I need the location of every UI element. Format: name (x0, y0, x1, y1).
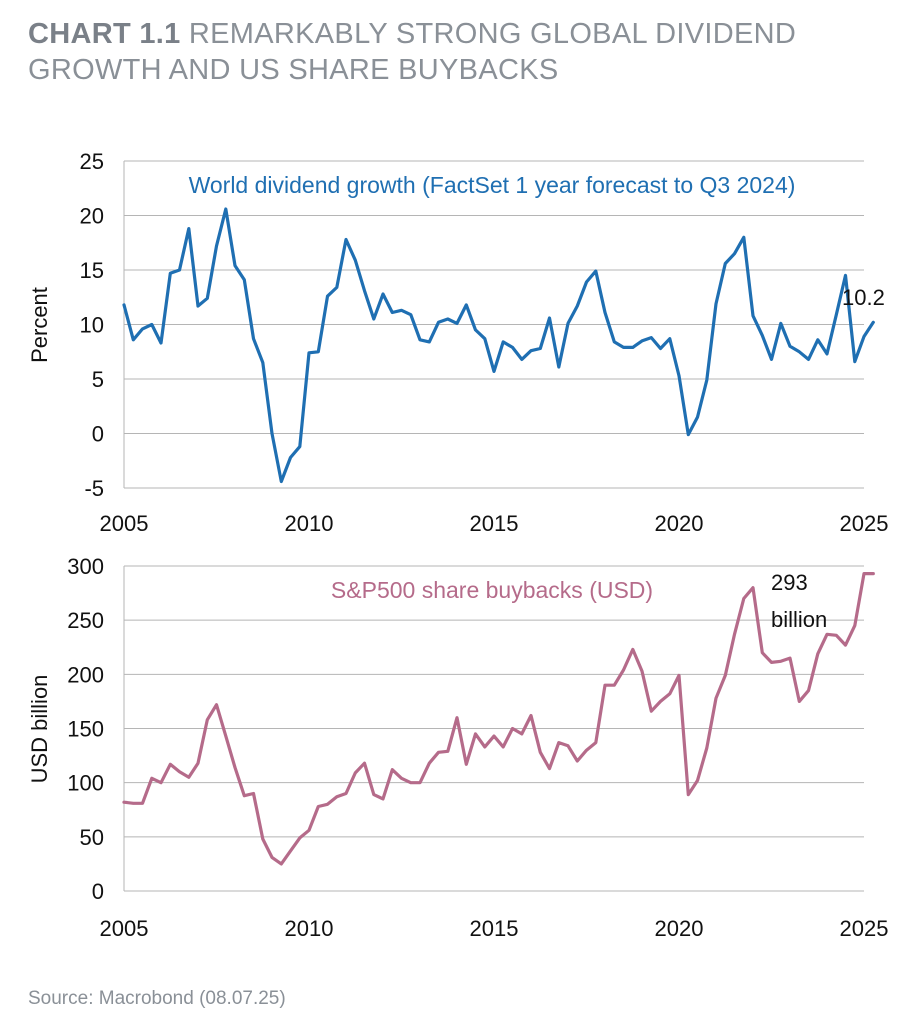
chart-number: CHART 1.1 (28, 18, 181, 50)
buy-y-tick-label: 150 (67, 717, 104, 742)
buy-x-tick-label: 2005 (100, 916, 149, 941)
buy-y-tick-label: 200 (67, 662, 104, 687)
div-x-tick-label: 2010 (285, 511, 334, 536)
div-series-line (122, 207, 875, 484)
buy-y-tick-label: 0 (92, 879, 104, 904)
div-y-tick-label: 15 (80, 258, 104, 283)
div-x-tick-label: 2020 (655, 511, 704, 536)
div-end-value-label: 10.2 (842, 285, 885, 310)
source-note: Source: Macrobond (08.07.25) (28, 988, 286, 1009)
div-y-axis-label: Percent (27, 287, 52, 363)
buy-y-axis-label: USD billion (27, 675, 52, 784)
buy-x-tick-label: 2010 (285, 916, 334, 941)
div-y-tick-label: -5 (84, 476, 104, 501)
buy-x-tick-label: 2020 (655, 916, 704, 941)
div-y-tick-label: 10 (80, 313, 104, 338)
buy-x-tick-label: 2025 (840, 916, 889, 941)
div-x-tick-label: 2005 (100, 511, 149, 536)
buy-series-line (122, 571, 875, 866)
buy-y-tick-label: 300 (67, 554, 104, 579)
buy-end-value-label: 293 (771, 570, 808, 595)
buy-series-label: S&P500 share buybacks (USD) (331, 577, 653, 603)
chart-title: CHART 1.1 REMARKABLY STRONG GLOBAL DIVID… (28, 16, 898, 88)
chart-title-text: REMARKABLY STRONG GLOBAL DIVIDEND GROWTH… (28, 18, 797, 86)
div-x-tick-label: 2015 (470, 511, 519, 536)
buy-y-tick-label: 50 (80, 825, 104, 850)
div-series-label: World dividend growth (FactSet 1 year fo… (189, 172, 796, 198)
buy-y-tick-label: 250 (67, 608, 104, 633)
buy-end-unit-label: billion (771, 607, 827, 632)
div-x-tick-label: 2025 (840, 511, 889, 536)
div-y-tick-label: 20 (80, 204, 104, 229)
buy-x-tick-label: 2015 (470, 916, 519, 941)
div-y-tick-label: 5 (92, 367, 104, 392)
buy-y-tick-label: 100 (67, 771, 104, 796)
div-y-tick-label: 25 (80, 149, 104, 174)
div-y-tick-label: 0 (92, 422, 104, 447)
